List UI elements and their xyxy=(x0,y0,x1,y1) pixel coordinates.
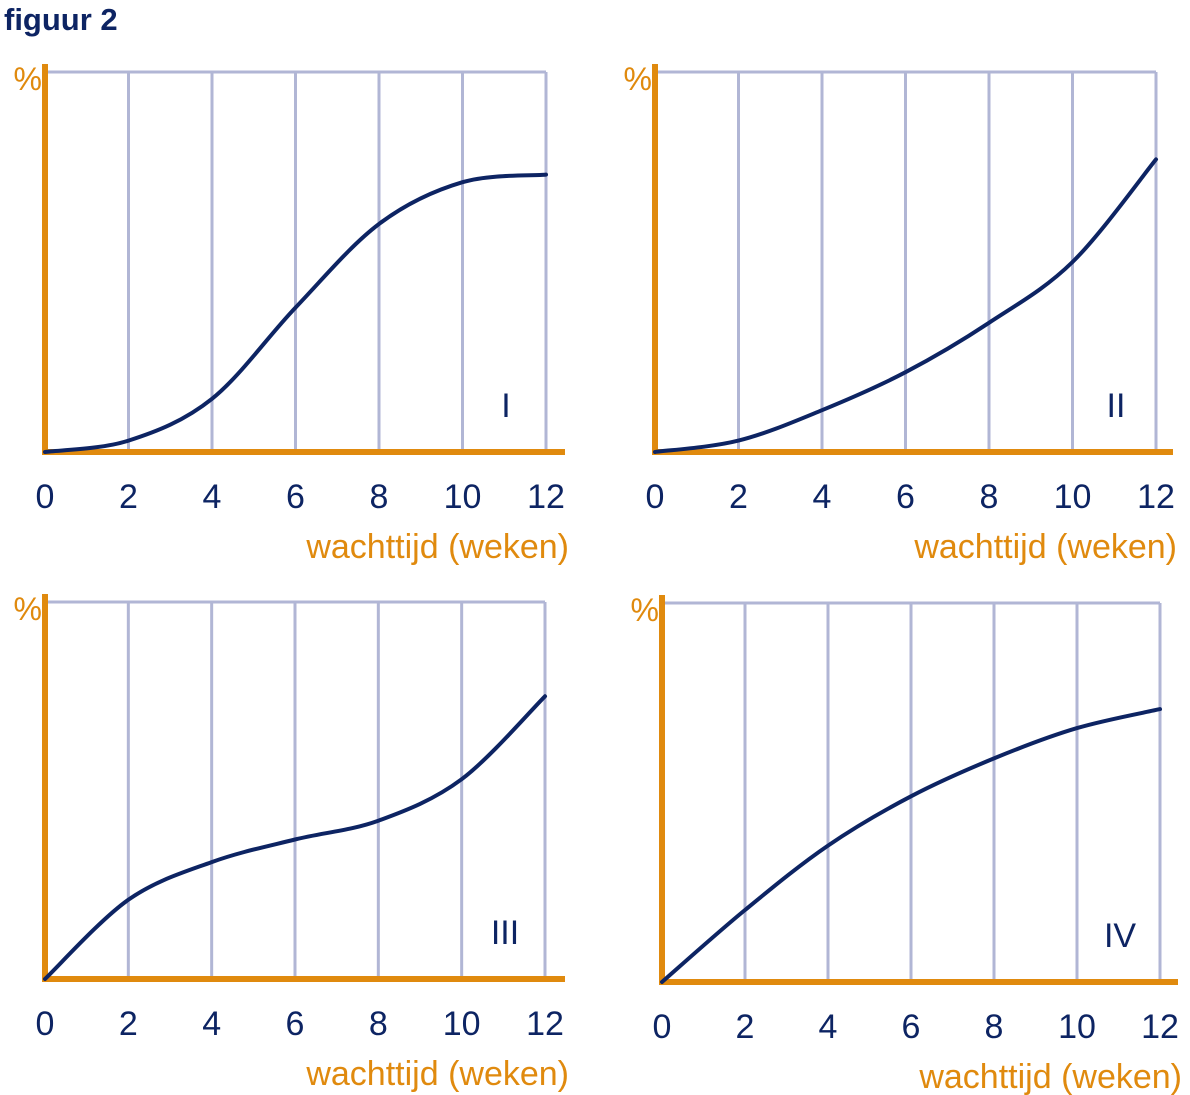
y-axis-label: % xyxy=(14,591,42,627)
y-axis-label: % xyxy=(624,61,652,97)
x-tick-label: 6 xyxy=(286,1005,305,1043)
panel-label: II xyxy=(1107,387,1126,425)
figure-title: figuur 2 xyxy=(4,2,118,37)
series-line xyxy=(653,157,1158,454)
x-tick-label: 0 xyxy=(36,478,55,516)
x-tick-label: 12 xyxy=(527,478,565,516)
x-tick-label: 8 xyxy=(980,478,999,516)
x-tick-label: 2 xyxy=(729,478,748,516)
chart-panels: % 0 2 4 6 8 10 12 wachttijd (weken) I% 0 2 4 6 8 10 12 wa… xyxy=(14,61,1182,1095)
chart-panel-2: % 0 2 4 6 8 10 12 wachttijd (weken) II xyxy=(624,61,1177,566)
x-tick-label: 2 xyxy=(119,478,138,516)
x-tick-label: 10 xyxy=(1058,1008,1096,1046)
series-line xyxy=(43,694,547,981)
panel-label: III xyxy=(491,914,519,952)
series-line xyxy=(43,172,548,454)
x-tick-label: 10 xyxy=(443,1005,481,1043)
x-tick-label: 8 xyxy=(369,1005,388,1043)
chart-panel-3: % 0 2 4 6 8 10 12 wachttijd (weken) III xyxy=(14,591,569,1093)
x-tick-label: 12 xyxy=(1141,1008,1179,1046)
x-tick-label: 12 xyxy=(526,1005,564,1043)
series-line xyxy=(660,707,1162,984)
x-tick-label: 4 xyxy=(819,1008,838,1046)
chart-panel-4: % 0 2 4 6 8 10 12 wachttijd (weken) IV xyxy=(631,592,1182,1095)
x-tick-label: 8 xyxy=(985,1008,1004,1046)
x-tick-label: 2 xyxy=(736,1008,755,1046)
x-tick-label: 6 xyxy=(286,478,305,516)
x-tick-label: 4 xyxy=(202,1005,221,1043)
x-tick-label: 2 xyxy=(119,1005,138,1043)
x-tick-label: 12 xyxy=(1137,478,1175,516)
panel-label: I xyxy=(501,387,510,425)
x-axis-label: wachttijd (weken) xyxy=(305,528,569,566)
x-axis-label: wachttijd (weken) xyxy=(918,1058,1182,1095)
x-axis-label: wachttijd (weken) xyxy=(305,1055,569,1093)
x-tick-label: 6 xyxy=(896,478,915,516)
x-tick-label: 10 xyxy=(1054,478,1092,516)
x-axis-label: wachttijd (weken) xyxy=(913,528,1177,566)
y-axis-label: % xyxy=(631,592,659,628)
x-tick-label: 0 xyxy=(653,1008,672,1046)
panel-label: IV xyxy=(1104,917,1136,955)
x-tick-label: 0 xyxy=(646,478,665,516)
x-tick-label: 10 xyxy=(444,478,482,516)
x-tick-label: 4 xyxy=(813,478,832,516)
y-axis-label: % xyxy=(14,61,42,97)
x-tick-label: 8 xyxy=(370,478,389,516)
chart-panel-1: % 0 2 4 6 8 10 12 wachttijd (weken) I xyxy=(14,61,569,566)
x-tick-label: 0 xyxy=(36,1005,55,1043)
x-tick-label: 6 xyxy=(902,1008,921,1046)
x-tick-label: 4 xyxy=(203,478,222,516)
